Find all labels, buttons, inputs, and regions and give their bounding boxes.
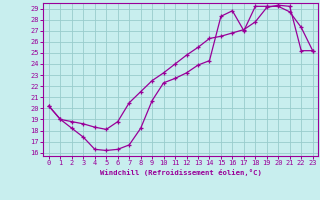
X-axis label: Windchill (Refroidissement éolien,°C): Windchill (Refroidissement éolien,°C) bbox=[100, 169, 262, 176]
